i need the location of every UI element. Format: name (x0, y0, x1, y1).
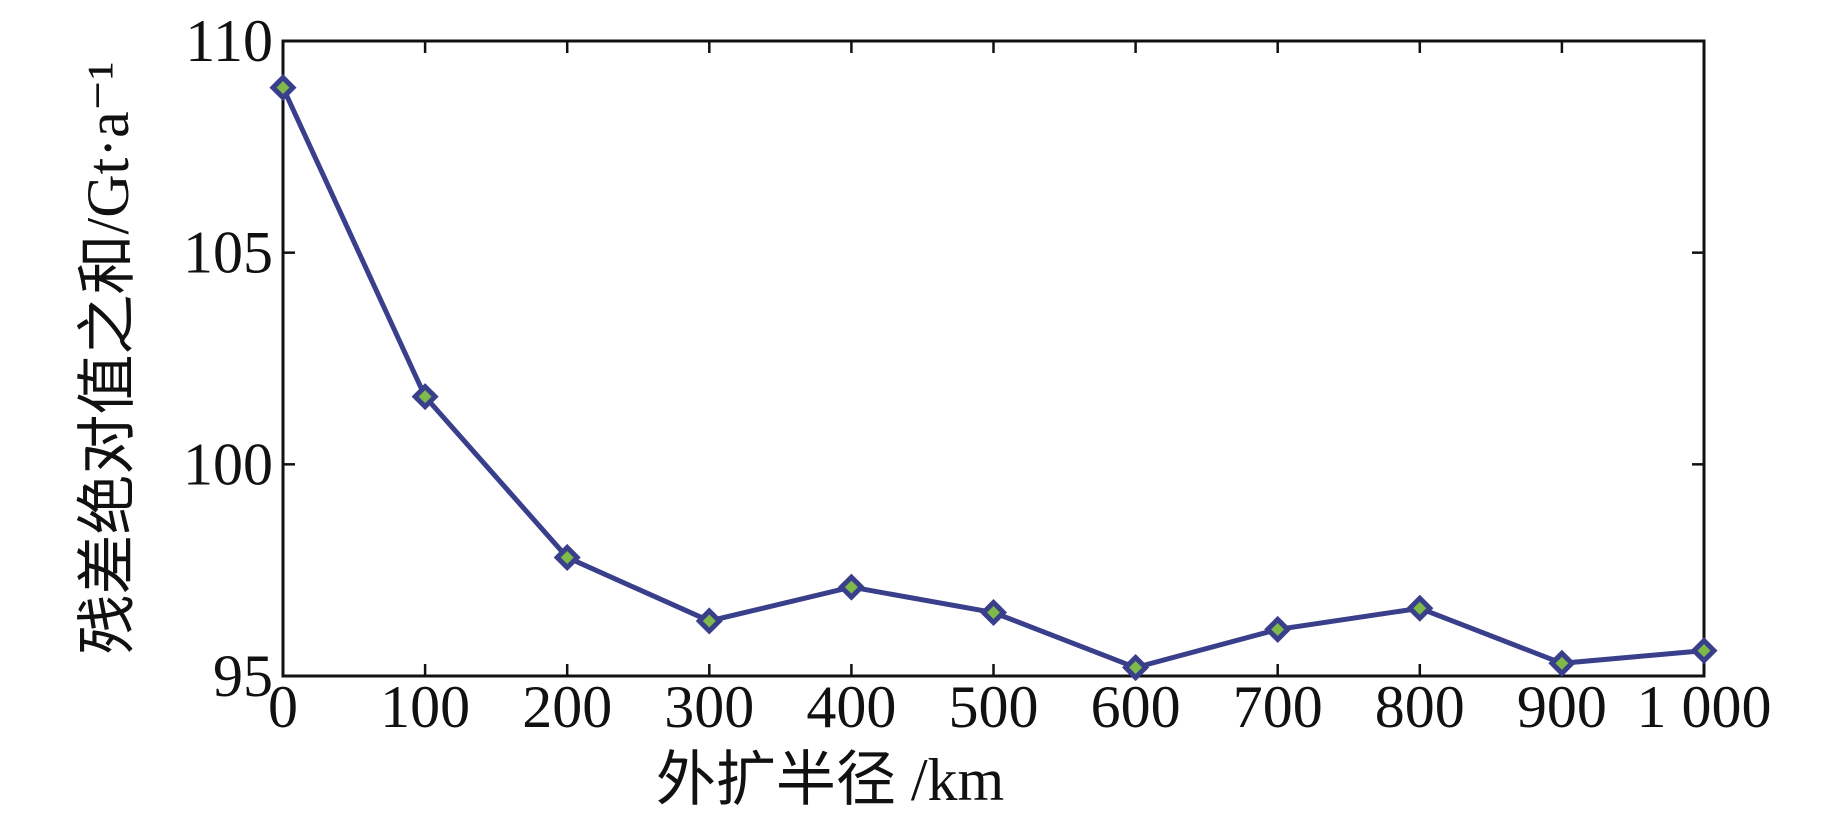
y-tick-label: 95 (213, 643, 273, 709)
x-tick-label: 100 (380, 674, 470, 740)
marker (1690, 637, 1718, 665)
x-tick-label: 900 (1517, 674, 1607, 740)
x-tick-label: 700 (1233, 674, 1323, 740)
y-tick-label: 100 (183, 431, 273, 497)
y-tick-label: 105 (183, 220, 273, 286)
marker (553, 543, 581, 572)
marker (1548, 649, 1576, 677)
y-tick-label: 110 (185, 8, 273, 74)
marker (1406, 594, 1434, 622)
marker (979, 598, 1008, 627)
plot-frame (281, 39, 1706, 678)
x-axis-label: 外扩半径 /km (656, 747, 1004, 813)
marker (695, 607, 723, 635)
marker (1264, 615, 1292, 643)
x-tick-label: 500 (949, 674, 1039, 740)
x-tick-label: 600 (1091, 674, 1181, 740)
x-tick-label: 800 (1375, 674, 1465, 740)
marker (411, 383, 439, 411)
marker (837, 573, 865, 601)
y-axis-label: 残差绝对值之和/Gt·a⁻¹ (75, 62, 141, 655)
marker (1122, 653, 1150, 682)
x-tick-label: 0 (268, 674, 298, 740)
x-tick-label: 400 (806, 674, 896, 740)
x-tick-label: 200 (522, 674, 612, 740)
line (280, 86, 1705, 671)
x-tick-label: 1 000 (1637, 674, 1772, 740)
x-tick-label: 300 (664, 674, 754, 740)
marker (269, 74, 297, 102)
